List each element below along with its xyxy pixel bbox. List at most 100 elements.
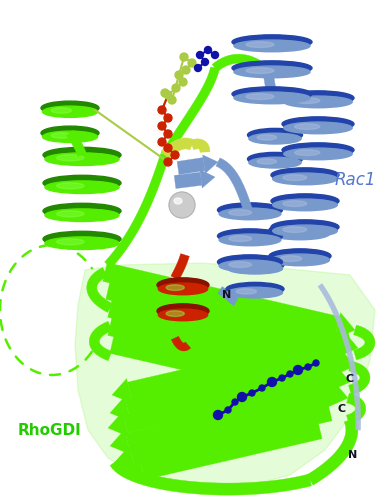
Circle shape (202, 58, 209, 66)
Polygon shape (161, 138, 194, 159)
Polygon shape (212, 54, 271, 76)
Ellipse shape (229, 210, 252, 216)
Ellipse shape (43, 204, 121, 218)
Circle shape (164, 114, 172, 122)
Ellipse shape (158, 283, 208, 294)
Polygon shape (75, 263, 375, 488)
Ellipse shape (271, 220, 339, 234)
Circle shape (195, 64, 202, 71)
Circle shape (182, 66, 190, 74)
Ellipse shape (157, 278, 209, 292)
Ellipse shape (45, 209, 119, 222)
Ellipse shape (283, 200, 307, 206)
Circle shape (268, 378, 277, 386)
Polygon shape (110, 458, 311, 495)
Ellipse shape (282, 143, 354, 157)
Circle shape (180, 53, 188, 61)
Ellipse shape (257, 135, 277, 140)
Ellipse shape (280, 230, 301, 235)
Ellipse shape (41, 101, 99, 115)
Polygon shape (161, 67, 219, 158)
Polygon shape (203, 155, 218, 174)
Polygon shape (110, 334, 333, 404)
Polygon shape (89, 322, 112, 360)
Polygon shape (110, 430, 130, 454)
Polygon shape (115, 446, 135, 470)
Polygon shape (354, 325, 375, 360)
Circle shape (213, 410, 223, 420)
Ellipse shape (236, 289, 257, 294)
Ellipse shape (166, 284, 184, 290)
Ellipse shape (273, 199, 337, 211)
Circle shape (279, 375, 285, 381)
Polygon shape (334, 348, 355, 375)
Polygon shape (349, 361, 370, 395)
Ellipse shape (294, 150, 320, 156)
Polygon shape (128, 331, 352, 400)
Ellipse shape (284, 122, 352, 134)
Ellipse shape (294, 124, 320, 130)
Polygon shape (171, 254, 189, 280)
Ellipse shape (229, 236, 252, 242)
Ellipse shape (43, 232, 121, 246)
Circle shape (168, 96, 176, 104)
Circle shape (287, 371, 293, 377)
Polygon shape (66, 130, 86, 156)
Circle shape (211, 52, 218, 59)
Ellipse shape (218, 255, 282, 269)
Circle shape (294, 366, 303, 374)
Text: N: N (348, 450, 357, 460)
Ellipse shape (227, 287, 282, 298)
Ellipse shape (218, 203, 282, 217)
Ellipse shape (41, 126, 99, 140)
Circle shape (305, 364, 311, 370)
Ellipse shape (43, 148, 121, 162)
Circle shape (171, 151, 179, 159)
Ellipse shape (158, 309, 208, 321)
Ellipse shape (234, 40, 310, 52)
Polygon shape (190, 139, 210, 152)
Ellipse shape (45, 153, 119, 166)
Polygon shape (131, 403, 332, 466)
Ellipse shape (57, 210, 84, 217)
Polygon shape (125, 458, 145, 483)
Ellipse shape (284, 96, 352, 108)
Ellipse shape (284, 148, 352, 160)
Polygon shape (337, 330, 358, 357)
Circle shape (197, 52, 204, 59)
Text: Rac1: Rac1 (335, 171, 376, 189)
Polygon shape (112, 378, 133, 404)
Polygon shape (307, 418, 358, 485)
Ellipse shape (157, 304, 209, 318)
Polygon shape (140, 421, 322, 480)
Ellipse shape (283, 174, 307, 180)
Polygon shape (330, 364, 350, 391)
Circle shape (225, 407, 231, 413)
Polygon shape (126, 349, 347, 418)
Ellipse shape (45, 181, 119, 194)
Ellipse shape (294, 98, 320, 103)
Circle shape (158, 122, 166, 130)
Ellipse shape (246, 42, 274, 48)
Ellipse shape (271, 228, 330, 240)
Ellipse shape (43, 131, 98, 142)
Circle shape (204, 46, 211, 54)
Ellipse shape (273, 225, 337, 237)
Circle shape (313, 360, 319, 366)
Ellipse shape (218, 229, 282, 243)
Ellipse shape (219, 260, 281, 272)
Circle shape (158, 106, 166, 114)
Polygon shape (171, 336, 191, 351)
Polygon shape (174, 172, 202, 188)
Ellipse shape (269, 249, 331, 263)
Polygon shape (328, 380, 348, 407)
Circle shape (158, 138, 166, 146)
Polygon shape (177, 158, 205, 174)
Ellipse shape (166, 310, 184, 316)
Circle shape (232, 399, 238, 405)
Ellipse shape (226, 258, 284, 272)
Polygon shape (334, 312, 355, 339)
Ellipse shape (246, 94, 274, 100)
Polygon shape (103, 262, 340, 336)
Polygon shape (263, 71, 277, 96)
